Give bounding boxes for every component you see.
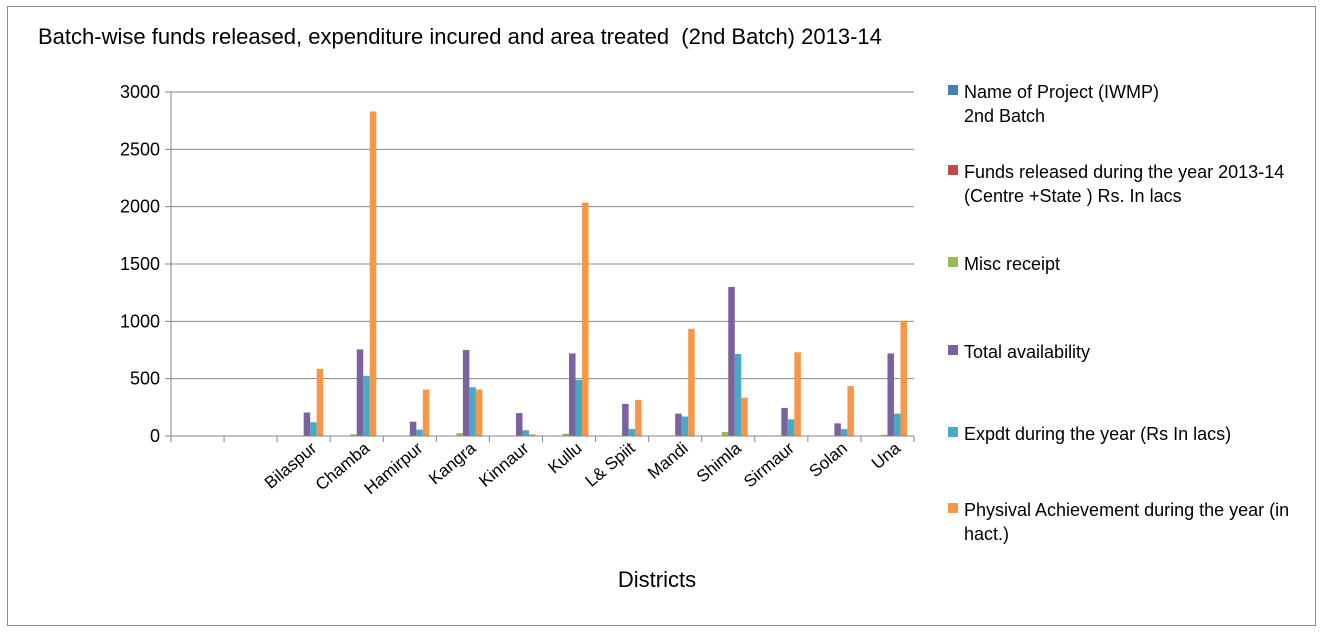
bar <box>409 421 417 436</box>
x-tick-label: Kullu <box>544 439 585 478</box>
bar <box>721 431 729 436</box>
x-tick-label: Kangra <box>425 438 480 488</box>
y-tick-label: 0 <box>150 426 160 446</box>
y-tick-label: 1000 <box>120 311 160 331</box>
legend-label: Total availability <box>964 342 1091 362</box>
bar <box>569 353 576 436</box>
bar <box>834 423 841 436</box>
bar <box>628 429 636 436</box>
bar <box>787 419 795 436</box>
bar <box>303 412 311 436</box>
legend: Name of Project (IWMP) 2nd Batch Funds re… <box>948 80 1318 620</box>
bar <box>900 320 907 436</box>
x-tick-label: Shimla <box>693 438 745 486</box>
bar <box>515 413 523 436</box>
bar <box>781 407 788 436</box>
bar <box>675 413 682 436</box>
x-tick-label: Sirmaur <box>740 438 798 491</box>
bar <box>734 354 742 436</box>
x-tick-label: Hamirpur <box>361 438 427 498</box>
legend-swatch <box>948 85 958 95</box>
chart-title: Batch-wise funds released, expenditure i… <box>38 24 882 49</box>
legend-swatch <box>948 165 958 175</box>
x-tick-label: Solan <box>805 439 851 482</box>
bar <box>475 389 483 436</box>
x-tick-label: Bilaspur <box>261 438 321 492</box>
bar <box>847 386 854 436</box>
bar <box>316 368 324 436</box>
legend-label: Funds released during the year 2013-14 (… <box>964 162 1285 206</box>
bar <box>728 286 735 436</box>
bar <box>363 375 370 436</box>
bar <box>840 429 848 436</box>
bar <box>310 422 317 436</box>
bar <box>887 353 894 436</box>
x-tick-label: L& Spiit <box>582 438 639 490</box>
bar <box>582 202 589 436</box>
bar <box>681 416 689 436</box>
axes: 050010001500200025003000BilaspurChambaHa… <box>120 82 915 498</box>
bar <box>528 434 536 436</box>
chart-frame <box>7 6 1316 626</box>
y-tick-label: 3000 <box>120 82 160 102</box>
bar <box>575 379 583 436</box>
x-tick-label: Una <box>868 438 905 473</box>
y-tick-label: 2500 <box>120 139 160 159</box>
legend-swatch <box>948 427 958 437</box>
x-tick-label: Mandi <box>644 439 692 483</box>
bar <box>469 387 476 436</box>
bar <box>880 434 888 436</box>
bar <box>422 389 430 436</box>
x-tick-label: Kinnaur <box>475 438 532 490</box>
legend-label: Misc receipt <box>964 254 1061 274</box>
bars <box>297 111 907 436</box>
bar <box>369 111 377 436</box>
bar <box>635 399 642 436</box>
legend-label: Name of Project (IWMP) 2nd Batch <box>964 82 1160 126</box>
bar <box>741 397 748 436</box>
bar <box>350 434 357 436</box>
legend-swatch <box>948 503 958 513</box>
bar <box>356 349 364 436</box>
gridlines <box>171 91 914 380</box>
legend-label: Expdt during the year (Rs In lacs) <box>964 424 1232 444</box>
y-tick-label: 1500 <box>120 254 160 274</box>
y-tick-label: 2000 <box>120 197 160 217</box>
y-tick-label: 500 <box>130 369 160 389</box>
x-axis-title: Districts <box>618 567 696 592</box>
bar <box>622 403 629 436</box>
bar <box>456 433 463 436</box>
bar <box>688 328 695 436</box>
legend-swatch <box>948 345 958 355</box>
bar <box>562 433 570 436</box>
bar <box>794 352 801 436</box>
legend-label: Physival Achievement during the year (in… <box>964 500 1290 544</box>
legend-swatch <box>948 257 958 267</box>
bar <box>522 430 529 436</box>
bar <box>462 350 470 436</box>
bar <box>416 429 423 436</box>
bar <box>893 413 901 436</box>
